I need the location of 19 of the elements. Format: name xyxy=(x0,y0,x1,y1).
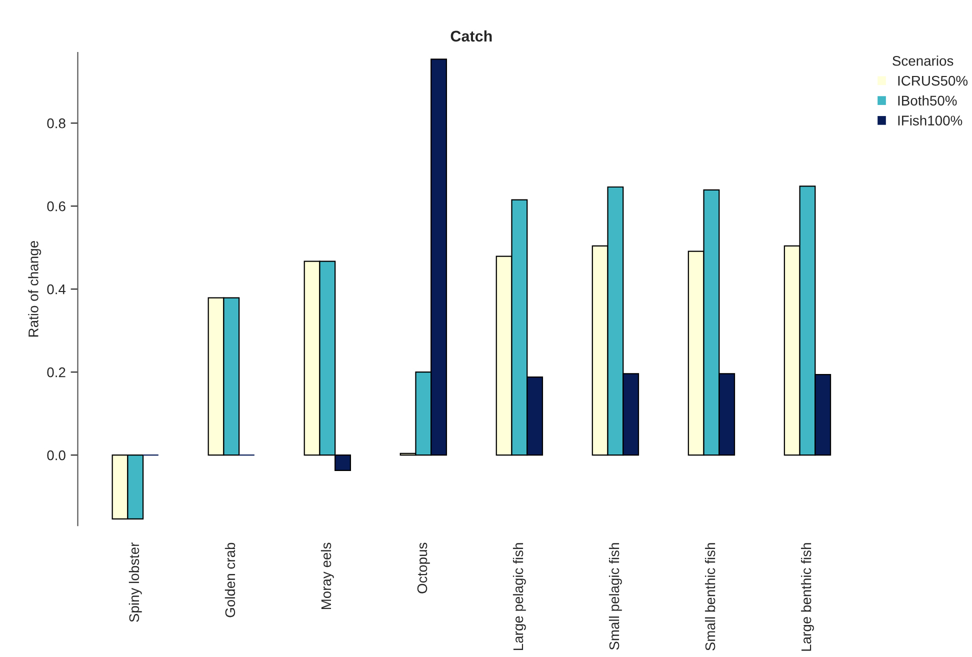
x-tick-label: Small pelagic fish xyxy=(608,543,622,650)
x-tick-label: Large benthic fish xyxy=(801,543,814,651)
y-tick-label: 0.0 xyxy=(47,450,66,460)
legend-label: IFish100% xyxy=(898,115,962,126)
legend-label: ICRUS50% xyxy=(898,76,968,86)
chart-title: Catch xyxy=(450,30,492,42)
x-tick-label: Spiny lobster xyxy=(128,542,142,622)
x-tick-label: Small benthic fish xyxy=(704,543,716,650)
legend-label: IBoth50% xyxy=(898,95,957,106)
legend-title: Scenarios xyxy=(892,56,954,66)
y-tick-label: 0.6 xyxy=(47,201,66,212)
x-tick-label: Moray eels xyxy=(320,542,334,610)
x-tick-label: Octopus xyxy=(417,542,430,594)
x-tick-label: Large pelagic fish xyxy=(512,543,526,650)
y-tick-label: 0.8 xyxy=(47,118,66,128)
y-axis-title: Ratio of change xyxy=(28,241,42,337)
y-tick-label: 0.4 xyxy=(47,284,66,294)
y-tick-label: 0.2 xyxy=(47,367,66,378)
x-tick-label: Golden crab xyxy=(224,542,236,618)
